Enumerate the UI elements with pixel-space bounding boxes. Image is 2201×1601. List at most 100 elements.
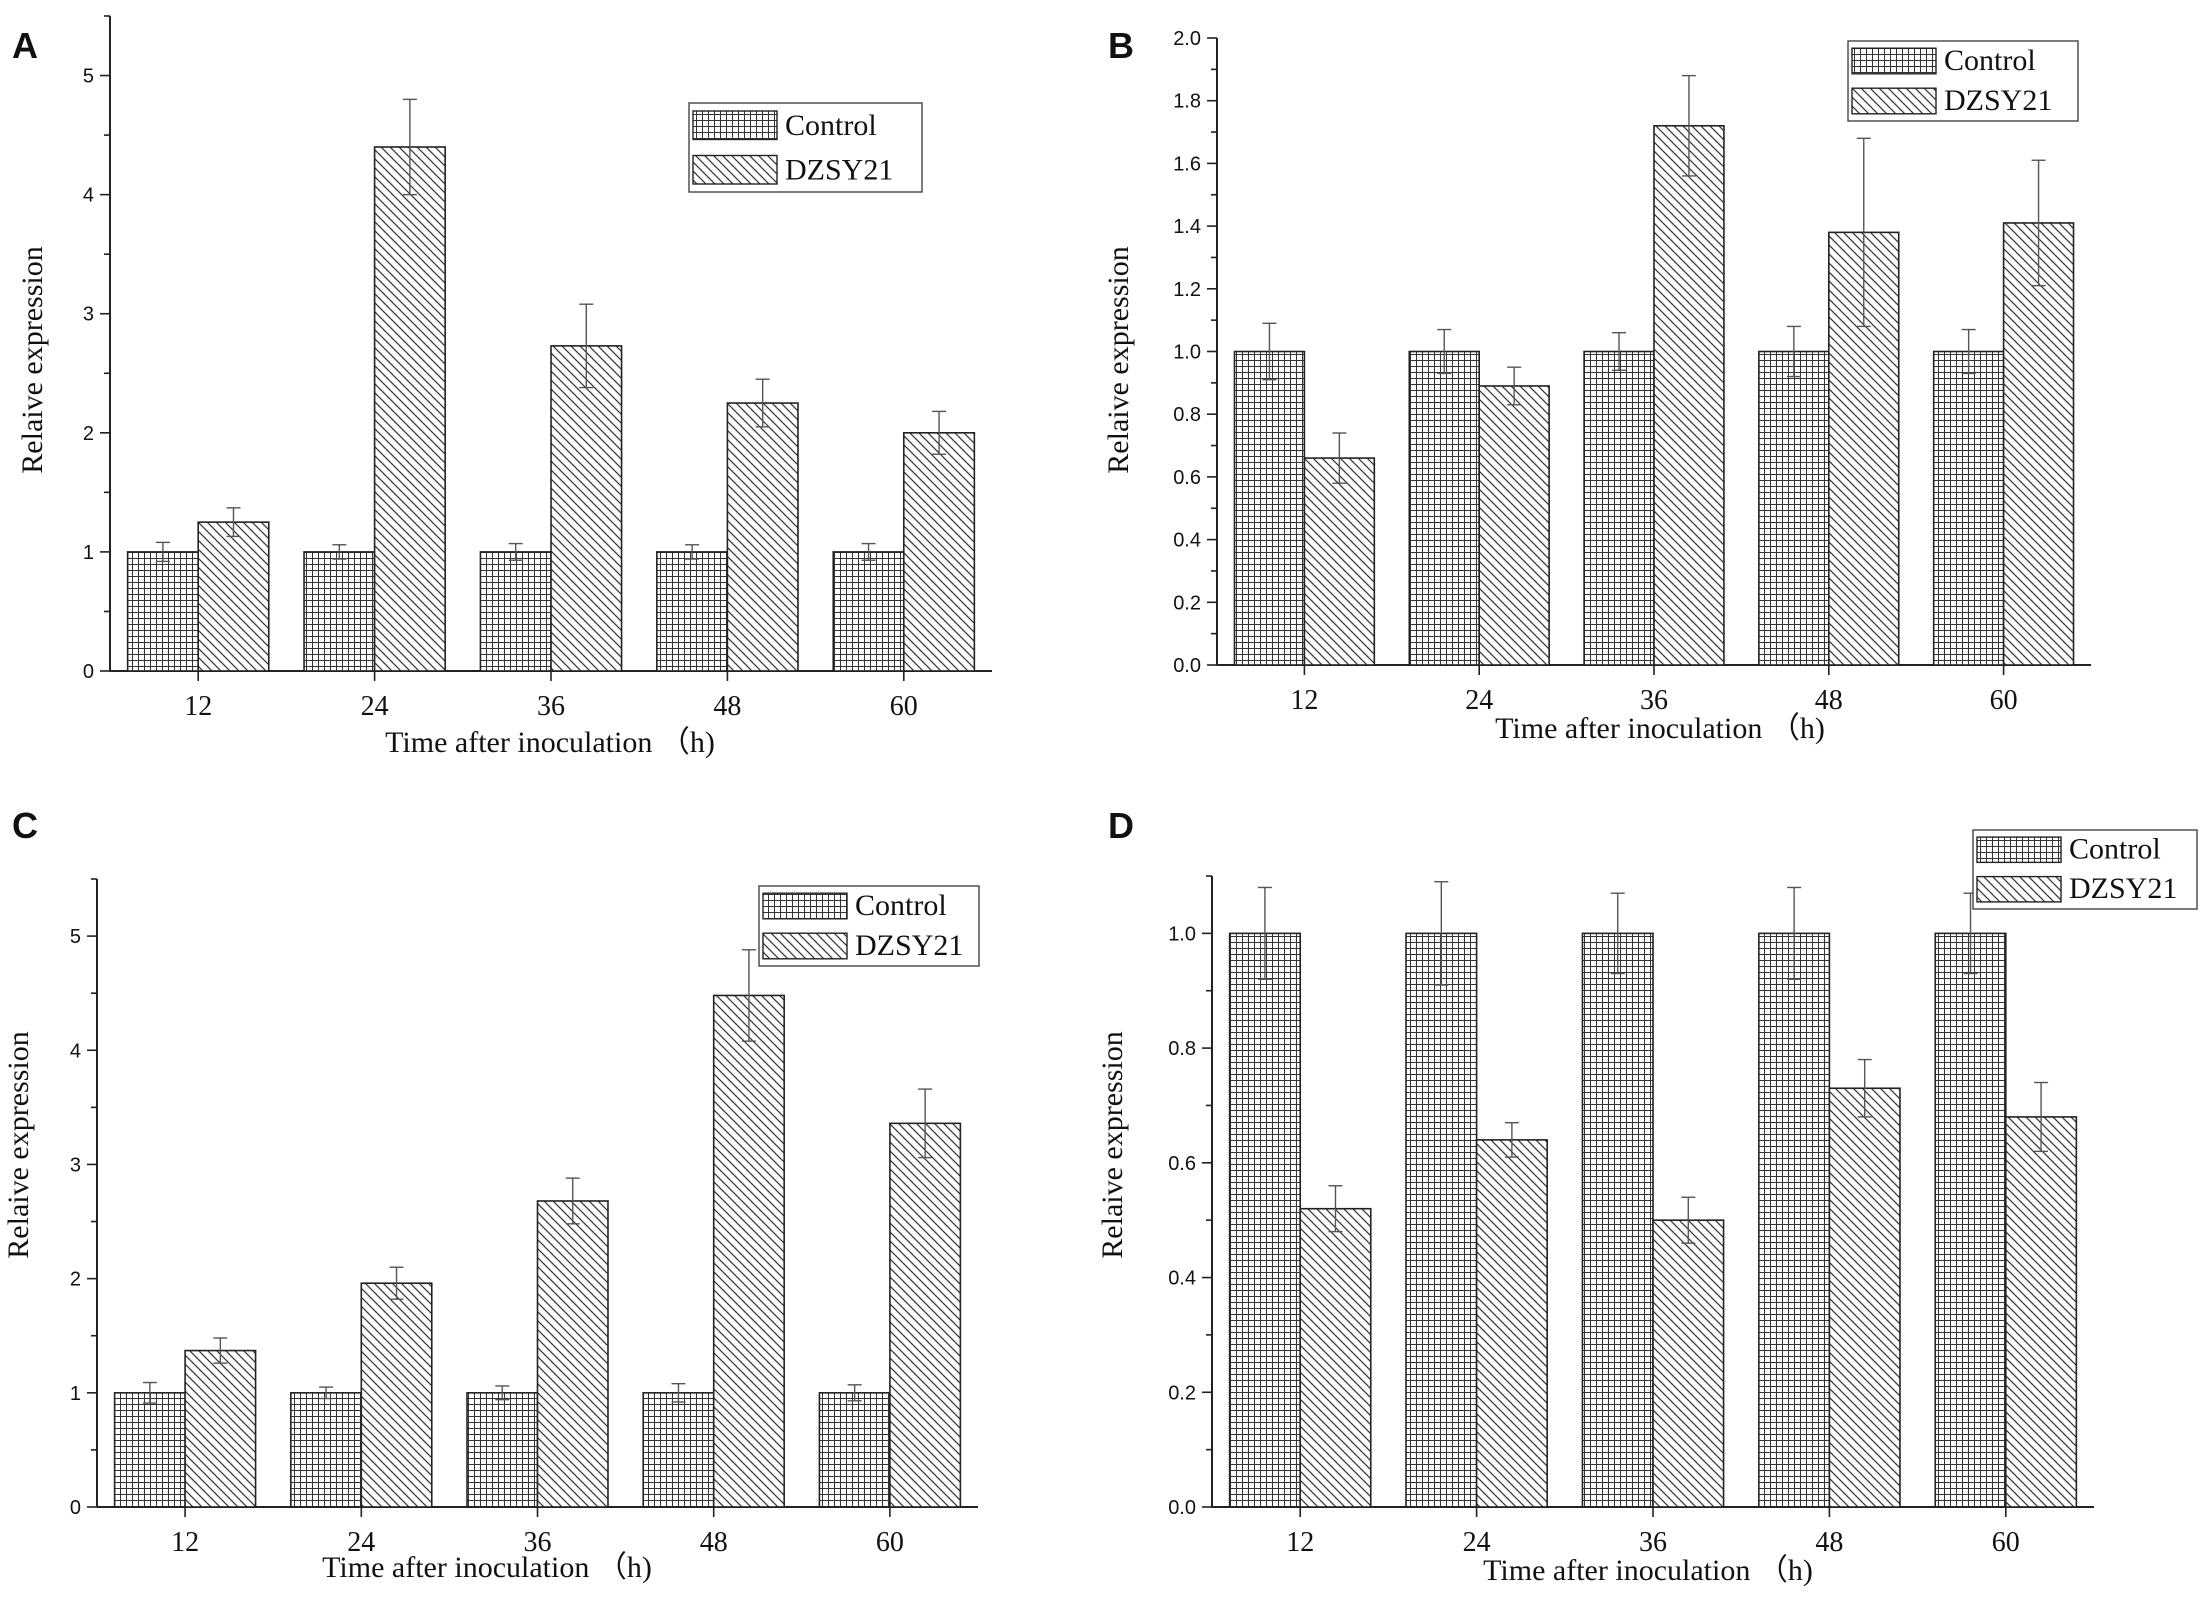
- y-axis-label: Relaive expression: [1096, 1031, 1129, 1258]
- x-tick-label: 60: [1990, 685, 2018, 716]
- legend: Control DZSY21: [1847, 40, 2079, 122]
- x-tick-label: 36: [524, 1527, 552, 1558]
- y-tick-label: 0.6: [1173, 467, 1201, 489]
- x-tick-label: 36: [1640, 685, 1668, 716]
- panel-letter: B: [1108, 25, 1134, 66]
- bar-control-60: [1932, 350, 2005, 666]
- y-tick-label: 0.8: [1173, 404, 1201, 426]
- bar-control-48: [1758, 932, 1831, 1508]
- x-tick-label: 36: [1639, 1527, 1667, 1558]
- y-tick-label: 1.8: [1173, 91, 1201, 113]
- bar-control-24: [290, 1392, 363, 1508]
- bar-control-12: [126, 551, 199, 672]
- x-tick-label: 60: [1992, 1527, 2020, 1558]
- y-tick-label: 0: [83, 661, 94, 683]
- y-tick-label: 5: [83, 66, 94, 88]
- y-tick-label: 0.2: [1168, 1382, 1196, 1404]
- x-axis-label: Time after inoculation （h): [322, 1551, 652, 1584]
- bar-control-12: [1233, 350, 1306, 666]
- legend-label-dzsy21: DZSY21: [855, 929, 963, 962]
- y-tick-label: 0.6: [1168, 1153, 1196, 1175]
- legend-label-dzsy21: DZSY21: [1944, 84, 2052, 117]
- bar-dzsy21-60: [889, 1122, 962, 1508]
- y-tick-label: 1.4: [1173, 216, 1201, 238]
- legend: Control DZSY21: [758, 885, 980, 967]
- y-tick-label: 0.4: [1173, 530, 1201, 552]
- y-tick-label: 1.6: [1173, 153, 1201, 175]
- bar-dzsy21-48: [726, 402, 799, 672]
- y-tick-label: 0.0: [1173, 655, 1201, 677]
- y-tick-label: 4: [83, 185, 94, 207]
- bar-dzsy21-60: [2005, 1116, 2078, 1508]
- legend-label-dzsy21: DZSY21: [785, 154, 893, 187]
- legend-label-control: Control: [855, 889, 947, 922]
- bar-dzsy21-24: [1475, 1139, 1548, 1508]
- bar-dzsy21-12: [184, 1349, 257, 1508]
- y-axis-label: Relaive expression: [16, 246, 49, 473]
- bar-dzsy21-36: [550, 345, 623, 672]
- x-tick-label: 24: [1465, 685, 1493, 716]
- y-tick-label: 1: [70, 1383, 81, 1405]
- bar-control-48: [656, 551, 729, 672]
- chart-panel-d: D 0.0 0.2 0.4 0.6 0.8 1.0 12 24 36 48 60 Time after …: [1096, 805, 2198, 1587]
- bar-control-60: [818, 1392, 891, 1508]
- y-axis-label: Relaive expression: [2, 1031, 35, 1258]
- y-tick-label: 0.4: [1168, 1268, 1196, 1290]
- y-axis-label: Relaive expression: [1102, 246, 1135, 473]
- y-tick-label: 0: [70, 1497, 81, 1519]
- bar-dzsy21-48: [1828, 1087, 1901, 1508]
- legend-label-control: Control: [2069, 832, 2161, 865]
- y-tick-label: 3: [70, 1154, 81, 1176]
- bar-dzsy21-24: [360, 1282, 433, 1508]
- bar-dzsy21-12: [1303, 457, 1376, 666]
- y-tick-label: 2.0: [1173, 28, 1201, 50]
- legend-swatch-dzsy21: [1976, 875, 2062, 903]
- legend-swatch-dzsy21: [762, 932, 848, 960]
- legend-swatch-dzsy21: [1851, 87, 1937, 115]
- legend-label-control: Control: [1944, 44, 2036, 77]
- bar-control-60: [832, 551, 905, 672]
- y-tick-label: 0.8: [1168, 1038, 1196, 1060]
- panel-letter: D: [1108, 805, 1134, 846]
- x-tick-label: 24: [361, 691, 389, 722]
- bar-dzsy21-24: [1478, 385, 1550, 666]
- x-tick-label: 24: [1463, 1527, 1491, 1558]
- y-tick-label: 0.0: [1168, 1497, 1196, 1519]
- y-tick-label: 0.2: [1173, 592, 1201, 614]
- y-tick-label: 1.2: [1173, 279, 1201, 301]
- bar-dzsy21-36: [1653, 124, 1725, 666]
- y-tick-label: 2: [83, 423, 94, 445]
- bar-dzsy21-60: [902, 432, 976, 672]
- x-tick-label: 24: [347, 1527, 375, 1558]
- x-tick-label: 48: [713, 691, 741, 722]
- y-tick-label: 1.0: [1168, 923, 1196, 945]
- x-tick-label: 12: [184, 691, 212, 722]
- bar-dzsy21-60: [2002, 222, 2075, 666]
- panel-letter: C: [12, 805, 38, 846]
- x-axis-label: Time after inoculation （h): [385, 726, 715, 759]
- y-tick-label: 3: [83, 304, 94, 326]
- x-axis-label: Time after inoculation （h): [1495, 712, 1825, 745]
- legend-swatch-control: [1851, 47, 1937, 75]
- panel-letter: A: [12, 25, 38, 66]
- legend-swatch-control: [762, 892, 848, 920]
- legend-label-control: Control: [785, 109, 877, 142]
- x-tick-label: 12: [1290, 685, 1318, 716]
- bar-dzsy21-36: [536, 1200, 609, 1508]
- bar-dzsy21-48: [712, 994, 785, 1508]
- y-tick-label: 1.0: [1173, 342, 1201, 364]
- x-tick-label: 48: [1815, 1527, 1843, 1558]
- bar-control-36: [466, 1392, 539, 1508]
- bar-control-24: [1405, 932, 1478, 1508]
- x-tick-label: 60: [890, 691, 918, 722]
- bar-control-24: [1408, 350, 1481, 666]
- legend-swatch-control: [1976, 836, 2062, 864]
- bar-dzsy21-36: [1652, 1219, 1725, 1508]
- legend-swatch-control: [692, 110, 778, 141]
- bar-dzsy21-12: [197, 521, 270, 672]
- legend: Control DZSY21: [1972, 829, 2198, 910]
- x-tick-label: 12: [1286, 1527, 1314, 1558]
- y-tick-label: 1: [83, 542, 94, 564]
